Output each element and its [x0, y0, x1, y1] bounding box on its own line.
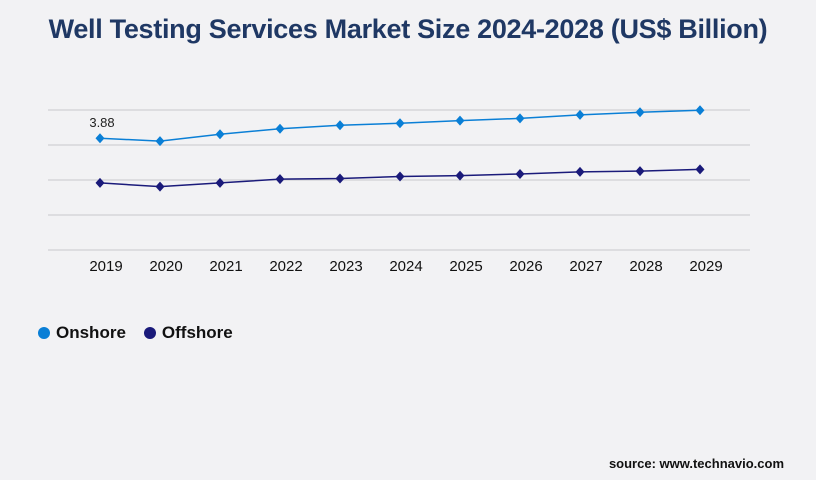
data-point-offshore	[455, 170, 465, 181]
data-point-offshore	[575, 166, 585, 177]
data-point-onshore	[575, 109, 585, 120]
data-point-offshore	[275, 174, 285, 185]
chart-title: Well Testing Services Market Size 2024-2…	[48, 14, 768, 44]
data-point-offshore	[215, 177, 225, 188]
x-tick-label: 2022	[269, 258, 302, 275]
data-label: 3.88	[89, 115, 114, 130]
data-point-onshore	[215, 129, 225, 140]
data-point-offshore	[395, 171, 405, 182]
legend-item-offshore[interactable]: Offshore	[143, 323, 233, 343]
data-point-onshore	[155, 136, 165, 147]
data-point-onshore	[275, 123, 285, 134]
data-point-offshore	[635, 166, 645, 177]
data-point-offshore	[95, 177, 105, 188]
data-point-onshore	[95, 133, 105, 144]
data-point-offshore	[695, 164, 705, 175]
x-tick-label: 2020	[149, 258, 182, 275]
legend-label-offshore: Offshore	[161, 323, 233, 342]
legend-item-onshore[interactable]: Onshore	[38, 323, 126, 343]
data-point-onshore	[335, 120, 345, 131]
x-tick-label: 2025	[449, 258, 482, 275]
x-tick-label: 2021	[209, 258, 242, 275]
x-tick-label: 2024	[389, 258, 422, 275]
data-point-offshore	[155, 181, 165, 192]
source-note: source: www.technavio.com	[608, 456, 784, 471]
legend-marker-offshore	[143, 327, 156, 339]
data-point-onshore	[635, 107, 645, 118]
data-point-offshore	[335, 173, 345, 184]
legend-marker-onshore	[38, 327, 50, 339]
legend: Onshore Offshore	[38, 323, 233, 343]
x-tick-label: 2026	[509, 258, 542, 275]
x-tick-label: 2019	[89, 258, 122, 275]
data-point-onshore	[695, 105, 705, 116]
x-tick-label: 2027	[569, 258, 602, 275]
data-point-onshore	[455, 115, 465, 126]
legend-label-onshore: Onshore	[56, 323, 126, 342]
x-tick-label: 2029	[689, 258, 722, 275]
data-point-offshore	[515, 168, 525, 179]
x-tick-label: 2028	[629, 258, 662, 275]
data-point-onshore	[395, 118, 405, 129]
data-point-onshore	[515, 113, 525, 124]
x-tick-label: 2023	[329, 258, 362, 275]
